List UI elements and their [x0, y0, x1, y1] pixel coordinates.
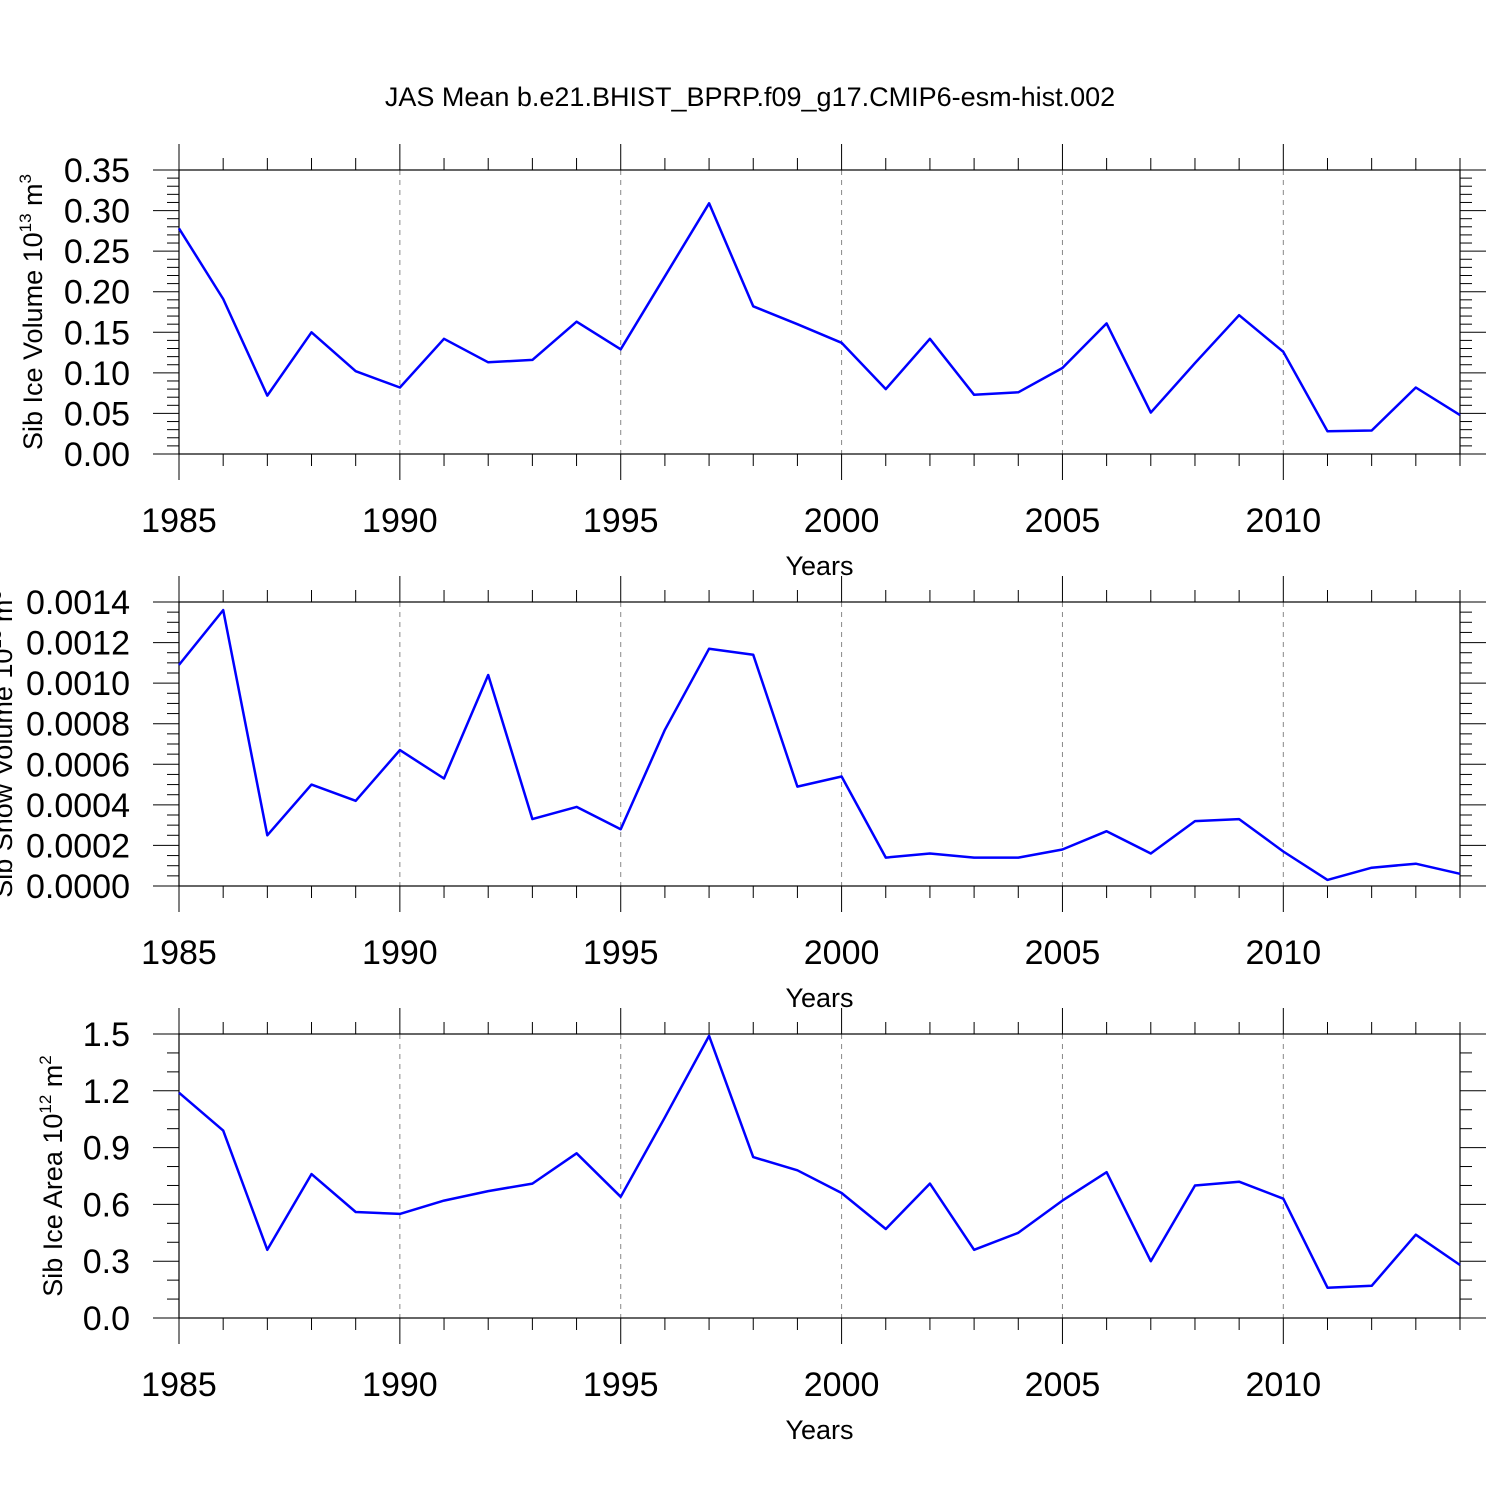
y-tick-label: 0.0004 — [26, 787, 130, 825]
y-axis-label-exponent: 13 — [0, 630, 5, 649]
panel-ice-area: 1985 1990 1995 2000 2005 2010 Years 0.0 0.3 0.6 0.… — [36, 1008, 1486, 1445]
y-axis-label-unit-power: 3 — [0, 590, 5, 599]
y-tick-label: 0.3 — [83, 1243, 130, 1281]
x-axis-label: Years — [785, 1415, 853, 1445]
x-axis-label: Years — [785, 983, 853, 1013]
x-tick-label: 2010 — [1245, 502, 1321, 540]
plot-frame — [178, 1033, 1461, 1319]
y-tick-label: 0.05 — [64, 395, 130, 433]
x-tick-label: 2000 — [804, 934, 880, 972]
x-tick-label: 1990 — [362, 934, 438, 972]
panel-snow-volume: 1985 1990 1995 2000 2005 2010Years0.00000.000… — [0, 576, 1486, 1013]
x-axis-label: Years — [785, 551, 853, 581]
y-axis-label-exponent: 13 — [16, 213, 35, 232]
y-tick-label: 0.20 — [64, 274, 130, 312]
x-tick-label: 1990 — [362, 502, 438, 540]
y-tick-label: 0.0000 — [26, 868, 130, 906]
y-axis-label-exponent: 12 — [36, 1095, 55, 1114]
y-tick-label: 1.2 — [83, 1073, 130, 1111]
y-tick-label: 0.35 — [64, 152, 130, 190]
y-axis-label-unit: m — [38, 1065, 68, 1095]
y-axis-label-text: Sib Ice Volume 10 — [18, 232, 48, 450]
y-tick-label: 0.00 — [64, 436, 130, 474]
y-tick-label: 0.25 — [64, 233, 130, 271]
plot-frame — [178, 169, 1461, 455]
y-axis-label: Sib Snow Volume 1013 m3 — [0, 590, 18, 898]
y-tick-label: 0.0012 — [26, 625, 130, 663]
figure-title: JAS Mean b.e21.BHIST_BPRP.f09_g17.CMIP6-… — [385, 82, 1115, 112]
x-tick-label: 1985 — [141, 502, 217, 540]
y-tick-label: 0.0010 — [26, 665, 130, 703]
y-axis-label-unit-power: 2 — [36, 1055, 55, 1064]
x-tick-label: 1995 — [583, 934, 659, 972]
y-tick-label: 0.15 — [64, 314, 130, 352]
x-tick-label: 1990 — [362, 1366, 438, 1404]
x-tick-label: 2010 — [1245, 1366, 1321, 1404]
series-line-snow-volume — [178, 608, 1461, 882]
x-tick-label: 2010 — [1245, 934, 1321, 972]
x-tick-label: 2005 — [1025, 1366, 1101, 1404]
x-tick-label: 2005 — [1025, 502, 1101, 540]
y-tick-label: 0.0008 — [26, 706, 130, 744]
y-axis-label: Sib Ice Area 1012 m2 — [36, 1055, 68, 1297]
panel-ice-volume: 1985 1990 1995 2000 2005 2010Years0.000.050.1… — [16, 144, 1486, 581]
y-tick-label: 0.0002 — [26, 827, 130, 865]
y-axis-label-text: Sib Ice Area 10 — [38, 1114, 68, 1297]
y-axis-label-unit-power: 3 — [16, 174, 35, 183]
x-tick-label: 1985 — [141, 934, 217, 972]
y-tick-label: 0.30 — [64, 193, 130, 231]
x-tick-label: 2000 — [804, 1366, 880, 1404]
y-axis-label-unit: m — [0, 600, 18, 630]
series-line-ice-volume — [177, 202, 1461, 433]
y-tick-label: 0.0 — [83, 1300, 130, 1338]
y-axis-label-unit: m — [18, 183, 48, 213]
y-tick-label: 0.9 — [83, 1130, 130, 1168]
y-tick-label: 0.0014 — [26, 584, 130, 622]
y-axis-label-text: Sib Snow Volume 10 — [0, 649, 18, 898]
x-tick-label: 1995 — [583, 1366, 659, 1404]
x-tick-label: 2005 — [1025, 934, 1101, 972]
x-tick-label: 1995 — [583, 502, 659, 540]
y-tick-label: 1.5 — [83, 1016, 130, 1054]
y-tick-label: 0.0006 — [26, 746, 130, 784]
x-tick-label: 2000 — [804, 502, 880, 540]
series-line-ice-area — [178, 1034, 1461, 1289]
y-axis-label: Sib Ice Volume 1013 m3 — [16, 174, 48, 450]
y-tick-label: 0.6 — [83, 1186, 130, 1224]
y-tick-label: 0.10 — [64, 355, 130, 393]
x-tick-label: 1985 — [141, 1366, 217, 1404]
